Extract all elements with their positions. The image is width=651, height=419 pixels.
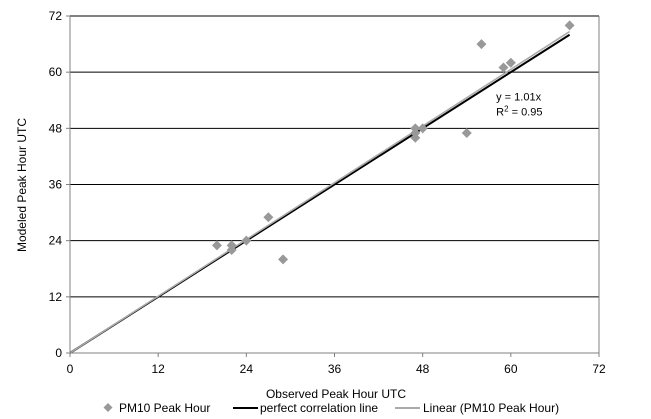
legend-item-linear-fit: Linear (PM10 Peak Hour) — [395, 401, 559, 415]
legend-label-pm10: PM10 Peak Hour — [119, 401, 210, 415]
y-tick-label-24: 24 — [49, 234, 63, 248]
data-point-10 — [461, 128, 472, 139]
linear-fit-line — [69, 30, 571, 354]
y-axis-title: Modeled Peak Hour UTC — [15, 118, 29, 252]
data-point-5 — [278, 254, 289, 265]
y-tick-label-36: 36 — [49, 178, 63, 192]
r-squared-superscript: 2 — [504, 104, 509, 113]
r-squared-value: = 0.95 — [509, 106, 543, 118]
r-squared-label: R2 = 0.95 — [496, 104, 542, 119]
x-tick-label-48: 48 — [416, 362, 430, 376]
data-point-11 — [476, 39, 487, 50]
data-point-9 — [417, 123, 428, 134]
data-point-3 — [241, 235, 252, 246]
series-lines — [69, 30, 571, 354]
y-tick-label-12: 12 — [49, 290, 63, 304]
tick-labels: 0 12 24 36 48 60 72 0 12 24 36 48 60 72 — [49, 9, 606, 376]
y-tick-label-72: 72 — [49, 9, 63, 23]
legend-item-perfect-correlation: perfect correlation line — [233, 401, 378, 415]
y-tick-label-0: 0 — [55, 346, 62, 360]
x-tick-label-60: 60 — [504, 362, 518, 376]
x-tick-label-12: 12 — [151, 362, 165, 376]
x-tick-label-36: 36 — [328, 362, 342, 376]
x-tick-label-24: 24 — [240, 362, 254, 376]
axes — [66, 15, 600, 357]
legend-label-linear-fit: Linear (PM10 Peak Hour) — [423, 401, 559, 415]
legend: PM10 Peak Hour perfect correlation line … — [103, 401, 559, 415]
y-tick-label-60: 60 — [49, 65, 63, 79]
data-point-14 — [564, 20, 575, 31]
gridlines — [70, 15, 599, 298]
legend-diamond-marker — [103, 403, 113, 412]
data-point-8 — [410, 123, 421, 134]
data-point-13 — [505, 57, 516, 68]
x-axis-title: Observed Peak Hour UTC — [266, 387, 406, 401]
data-point-2 — [226, 245, 237, 256]
y-tick-label-48: 48 — [49, 121, 63, 135]
data-point-12 — [498, 62, 509, 73]
r-squared-prefix: R — [496, 106, 504, 118]
regression-equation: y = 1.01x — [496, 91, 541, 103]
legend-item-pm10: PM10 Peak Hour — [103, 401, 210, 415]
data-point-0 — [211, 240, 222, 251]
data-point-4 — [263, 212, 274, 223]
legend-label-perfect-correlation: perfect correlation line — [260, 401, 378, 415]
regression-annotation: y = 1.01x R2 = 0.95 — [496, 91, 542, 118]
x-tick-label-0: 0 — [67, 362, 74, 376]
x-tick-label-72: 72 — [592, 362, 606, 376]
data-points — [211, 20, 575, 265]
